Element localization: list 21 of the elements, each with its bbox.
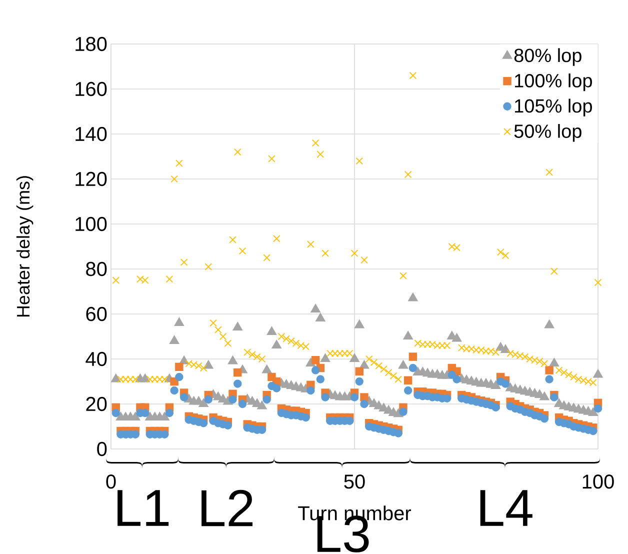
legend-label: 100% lop [515, 73, 592, 92]
y-tick-label: 120 [76, 172, 107, 186]
text: L1 [118, 490, 169, 526]
legend-label: 80% lop [514, 48, 582, 66]
y-tick-label: 0 [97, 442, 107, 456]
y-tick-label: 60 [86, 306, 107, 322]
y-tick-label: 40 [86, 352, 107, 366]
y-tick-label: 160 [76, 82, 107, 96]
x-tick-label: 50 [344, 474, 365, 489]
y-tick-label: 100 [76, 216, 107, 232]
y-tick-label: 80 [86, 262, 107, 276]
text: L4 [480, 490, 532, 526]
legend-label: 50% lop [514, 124, 582, 142]
x-tick-label: 0 [106, 474, 116, 489]
x-tick-label: 100 [582, 474, 614, 489]
legend-label: 105% lop [515, 98, 592, 116]
y-axis-title: Heater delay (ms) [16, 176, 34, 317]
y-tick-label: 140 [76, 126, 107, 142]
y-tick-label: 20 [86, 396, 107, 412]
text: L2 [202, 490, 252, 526]
y-tick-label: 180 [76, 36, 107, 52]
